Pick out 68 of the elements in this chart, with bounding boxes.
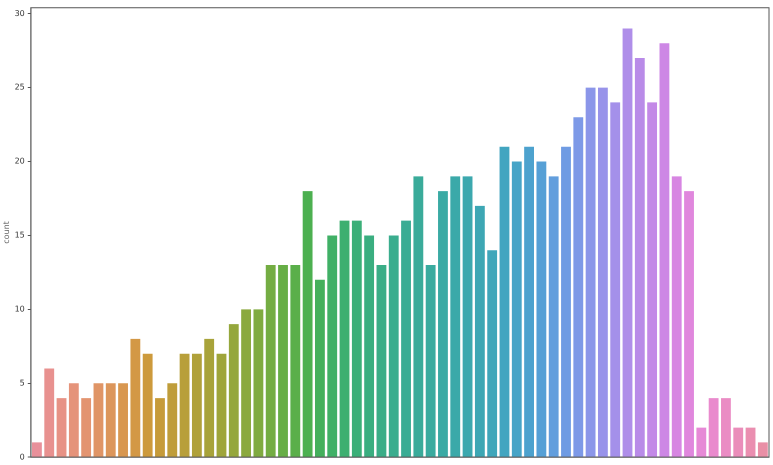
- bar: [340, 220, 350, 457]
- bar: [672, 176, 682, 457]
- bar: [622, 28, 632, 457]
- bar: [413, 176, 424, 457]
- bar: [167, 383, 178, 457]
- bar: [586, 88, 596, 457]
- bar: [32, 442, 42, 457]
- bar: [512, 162, 522, 457]
- bar: [106, 383, 116, 457]
- bar: [401, 220, 411, 457]
- bar: [721, 398, 731, 457]
- y-tick-label: 30: [14, 8, 25, 18]
- bar: [708, 398, 719, 457]
- bar: [376, 265, 386, 457]
- y-tick-label: 5: [20, 378, 25, 388]
- y-axis-title: count: [2, 221, 11, 244]
- bar: [142, 354, 153, 457]
- bar: [500, 146, 510, 457]
- bar: [536, 162, 546, 457]
- bar: [561, 146, 571, 457]
- bar: [388, 235, 399, 457]
- bar: [598, 88, 608, 457]
- bar: [352, 220, 362, 457]
- bar: [548, 176, 559, 457]
- y-tick-label: 25: [14, 82, 25, 92]
- bar: [462, 176, 472, 457]
- bar: [130, 338, 140, 457]
- bar: [426, 265, 436, 457]
- bar: [746, 428, 756, 457]
- bar: [696, 428, 706, 457]
- bar: [684, 191, 694, 457]
- bar: [364, 235, 374, 457]
- bar: [573, 117, 584, 457]
- bar: [94, 383, 104, 457]
- bar: [634, 58, 645, 457]
- bar: [524, 146, 534, 457]
- bar: [216, 354, 226, 457]
- bar: [327, 235, 338, 457]
- bar: [180, 354, 190, 457]
- bar: [56, 398, 66, 457]
- y-tick-label: 20: [14, 156, 25, 166]
- bar: [192, 354, 202, 457]
- bar: [610, 102, 620, 457]
- bar: [81, 398, 92, 457]
- bar: [438, 191, 448, 457]
- bar: [241, 309, 252, 457]
- bar: [118, 383, 128, 457]
- bar: [474, 206, 485, 457]
- bar: [228, 324, 239, 457]
- bar: [68, 383, 79, 457]
- bar: [302, 191, 313, 457]
- bar: [660, 43, 670, 457]
- y-tick-label: 10: [14, 304, 25, 314]
- bar: [733, 428, 744, 457]
- bar: [450, 176, 460, 457]
- bar: [487, 250, 498, 457]
- bar: [44, 368, 54, 457]
- bar: [758, 442, 768, 457]
- bar: [290, 265, 300, 457]
- bar: [314, 280, 325, 457]
- bar: [266, 265, 276, 457]
- y-tick-label: 0: [20, 452, 25, 462]
- bar: [155, 398, 165, 457]
- bar: [204, 338, 214, 457]
- bar: [278, 265, 288, 457]
- bar: [647, 102, 658, 457]
- bar: [253, 309, 264, 457]
- y-tick-label: 15: [14, 230, 25, 240]
